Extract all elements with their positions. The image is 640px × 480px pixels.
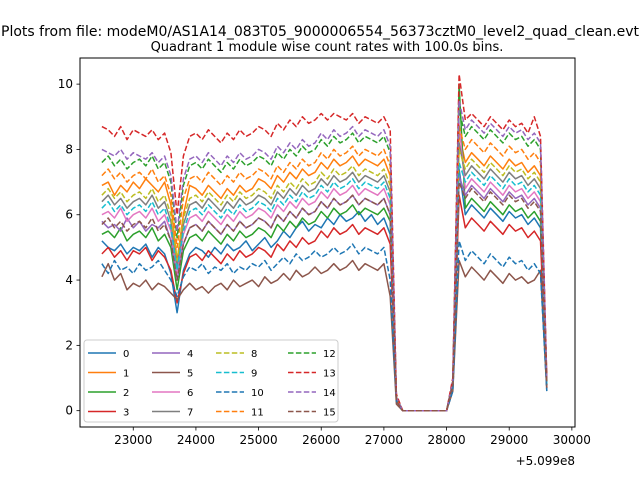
- x-tick-label: 24000: [177, 433, 215, 447]
- y-tick-label: 4: [65, 273, 73, 287]
- x-tick-label: 28000: [427, 433, 465, 447]
- x-axis: 23000 24000 25000 26000 27000 28000 29000 30000: [114, 427, 591, 447]
- legend-label-2: 2: [123, 388, 129, 399]
- x-tick-label: 23000: [114, 433, 152, 447]
- y-tick-label: 8: [65, 142, 73, 156]
- series-line-10: [101, 240, 548, 412]
- series-line-0: [101, 168, 548, 412]
- y-axis: 0 2 4 6 8 10: [58, 77, 80, 418]
- legend-label-13: 13: [323, 369, 336, 380]
- legend-label-3: 3: [123, 408, 129, 419]
- x-offset-label: +5.099e8: [516, 454, 575, 468]
- legend-label-14: 14: [323, 388, 336, 399]
- figure-suptitle: Plots from file: modeM0/AS1A14_083T05_90…: [1, 24, 639, 40]
- series-line-8: [101, 148, 548, 412]
- series-line-11: [101, 125, 548, 412]
- legend-frame: [83, 339, 339, 423]
- y-tick-label: 2: [65, 338, 73, 352]
- series-line-15: [101, 181, 548, 412]
- legend-label-1: 1: [123, 369, 129, 380]
- legend-label-12: 12: [323, 349, 336, 360]
- legend-label-4: 4: [187, 349, 193, 360]
- legend-label-11: 11: [251, 408, 264, 419]
- y-tick-label: 6: [65, 208, 73, 222]
- legend-label-5: 5: [187, 369, 193, 380]
- legend-label-8: 8: [251, 349, 257, 360]
- plot-lines: [101, 73, 548, 412]
- legend-label-10: 10: [251, 388, 264, 399]
- legend-label-9: 9: [251, 369, 257, 380]
- series-line-9: [101, 161, 548, 412]
- x-tick-label: 27000: [365, 433, 403, 447]
- x-tick-label: 26000: [302, 433, 340, 447]
- axes-frame: [79, 57, 576, 428]
- legend-label-15: 15: [323, 408, 336, 419]
- legend-label-6: 6: [187, 388, 193, 399]
- series-line-2: [101, 83, 548, 412]
- series-line-13: [101, 73, 548, 412]
- y-tick-label: 0: [65, 404, 73, 418]
- x-tick-label: 30000: [553, 433, 591, 447]
- x-tick-label: 29000: [490, 433, 528, 447]
- series-line-5: [101, 259, 548, 412]
- legend-label-0: 0: [123, 349, 129, 360]
- chart-title: Quadrant 1 module wise count rates with …: [151, 40, 504, 55]
- legend-label-7: 7: [187, 408, 193, 419]
- series-line-14: [101, 99, 548, 412]
- x-tick-label: 25000: [239, 433, 277, 447]
- y-tick-label: 10: [58, 77, 73, 91]
